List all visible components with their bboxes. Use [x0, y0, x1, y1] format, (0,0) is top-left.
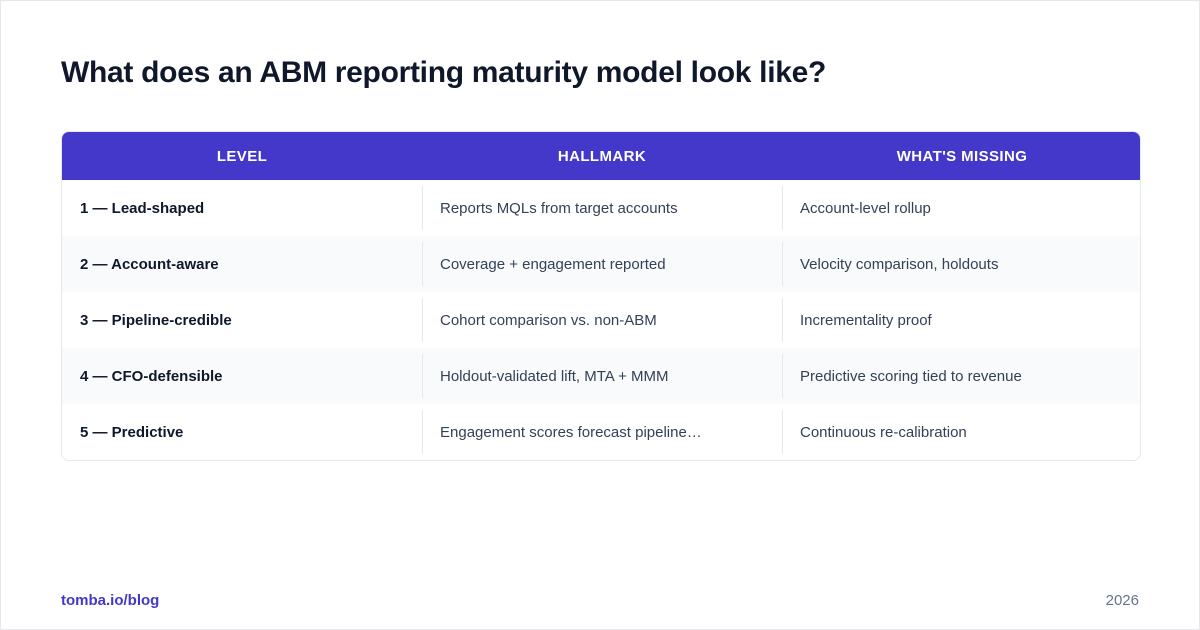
header-level: LEVEL [216, 147, 268, 165]
cell-level: 2 — Account-aware [80, 255, 219, 273]
cell-level: 4 — CFO-defensible [80, 367, 223, 385]
table-row: 5 — Predictive Engagement scores forecas… [62, 404, 1140, 460]
cell-whats-missing: Incrementality proof [782, 292, 1140, 348]
footer-blog-link[interactable]: tomba.io/blog [61, 592, 160, 609]
table-row: 3 — Pipeline-credible Cohort comparison … [62, 292, 1140, 348]
cell-whats-missing: Account-level rollup [782, 180, 1140, 236]
cell-hallmark: Reports MQLs from target accounts [422, 180, 782, 236]
cell-hallmark: Holdout-validated lift, MTA + MMM [422, 348, 782, 404]
cell-hallmark: Cohort comparison vs. non-ABM [422, 292, 782, 348]
header-hallmark: HALLMARK [557, 147, 647, 165]
table-row: 4 — CFO-defensible Holdout-validated lif… [62, 348, 1140, 404]
cell-level: 3 — Pipeline-credible [80, 311, 232, 329]
cell-level: 5 — Predictive [80, 423, 184, 441]
page-title: What does an ABM reporting maturity mode… [61, 56, 827, 89]
header-whats-missing: WHAT'S MISSING [896, 147, 1028, 165]
cell-hallmark: Coverage + engagement reported [422, 236, 782, 292]
cell-whats-missing: Velocity comparison, holdouts [782, 236, 1140, 292]
cell-hallmark: Engagement scores forecast pipeline… [422, 404, 782, 460]
cell-level: 1 — Lead-shaped [80, 199, 205, 217]
footer-year: 2026 [1105, 592, 1139, 609]
table-row: 1 — Lead-shaped Reports MQLs from target… [62, 180, 1140, 236]
cell-whats-missing: Predictive scoring tied to revenue [782, 348, 1140, 404]
cell-whats-missing: Continuous re-calibration [782, 404, 1140, 460]
table-header: LEVEL HALLMARK WHAT'S MISSING [62, 132, 1140, 180]
table-row: 2 — Account-aware Coverage + engagement … [62, 236, 1140, 292]
maturity-table: LEVEL HALLMARK WHAT'S MISSING 1 — Lead-s… [61, 131, 1141, 461]
